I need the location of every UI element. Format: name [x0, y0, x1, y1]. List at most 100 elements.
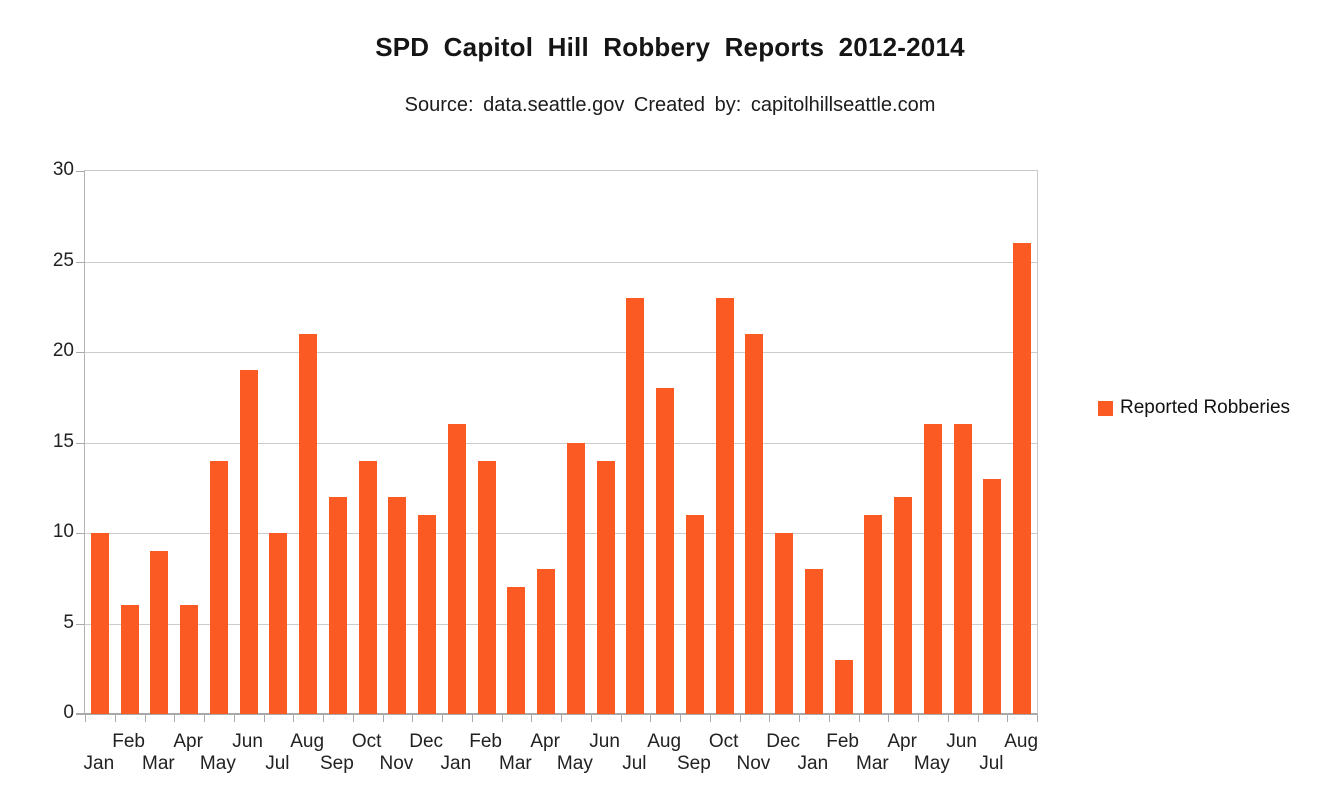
x-axis-tick: [947, 714, 949, 722]
bar: [507, 587, 526, 714]
bar: [715, 297, 734, 714]
y-axis-label: 25: [52, 249, 74, 271]
x-axis-tick: [114, 714, 116, 722]
bar: [923, 424, 942, 714]
bar: [180, 605, 199, 714]
y-axis-tick: [76, 171, 84, 172]
bar: [150, 551, 169, 714]
x-axis-tick: [977, 714, 979, 722]
x-axis-label: Mar: [856, 753, 889, 774]
x-axis-tick: [620, 714, 622, 722]
x-axis-label: Aug: [290, 731, 325, 752]
x-axis-tick: [263, 714, 265, 722]
x-axis-tick: [680, 714, 681, 722]
x-axis-label: May: [913, 753, 950, 774]
x-axis-tick: [85, 714, 86, 722]
x-axis-label: Mar: [142, 753, 175, 774]
bar: [745, 333, 764, 714]
plot-area: [76, 170, 1038, 722]
bar: [804, 569, 823, 714]
bar: [269, 533, 288, 714]
x-axis-label: Jul: [979, 753, 1004, 774]
bar: [596, 460, 615, 714]
bar: [537, 569, 556, 714]
chart-title: SPD Capitol Hill Robbery Reports 2012-20…: [375, 32, 965, 62]
x-axis-label: Sep: [319, 753, 354, 774]
x-axis-tick: [382, 714, 384, 722]
bar: [834, 659, 853, 714]
y-axis-tick: [76, 623, 84, 625]
bar: [447, 424, 466, 714]
x-axis-tick: [769, 714, 771, 722]
gridline: [85, 623, 1037, 625]
x-axis-tick: [204, 714, 205, 722]
gridline: [85, 533, 1037, 534]
x-axis-tick: [828, 714, 830, 722]
x-axis-tick: [174, 714, 176, 722]
x-axis-tick: [858, 714, 860, 722]
x-axis-tick: [144, 714, 146, 722]
bar: [775, 533, 794, 714]
x-axis-tick: [293, 714, 295, 722]
x-axis-label: Dec: [766, 731, 801, 752]
x-axis-label: Jun: [232, 731, 263, 752]
x-axis-label: Jan: [440, 753, 472, 774]
x-axis-label: Apr: [173, 731, 203, 752]
x-axis-label: May: [199, 753, 236, 774]
gridline: [85, 261, 1037, 263]
bar: [90, 533, 109, 714]
x-axis-label: Oct: [351, 731, 382, 752]
legend-swatch-icon: [1098, 400, 1113, 416]
x-axis-label: Apr: [530, 731, 560, 752]
x-axis-label: Jan: [797, 753, 829, 774]
bar: [566, 442, 585, 714]
x-axis-tick: [1037, 714, 1038, 722]
x-axis-label: Sep: [676, 753, 711, 774]
x-axis-label: Mar: [499, 753, 532, 774]
y-axis-label: 20: [52, 340, 74, 361]
bar: [477, 460, 496, 714]
chart-subtitle: Source: data.seattle.gov Created by: cap…: [404, 94, 936, 116]
x-axis-label: Aug: [1004, 731, 1039, 752]
x-axis-label: Jan: [83, 753, 115, 774]
x-axis-tick: [352, 714, 354, 722]
bar: [1013, 243, 1032, 714]
y-axis-tick: [76, 352, 84, 353]
x-axis-label: Jul: [265, 753, 290, 774]
x-axis-label: Aug: [647, 731, 682, 752]
bar: [418, 514, 437, 714]
x-axis-label: Jun: [589, 731, 620, 752]
y-axis-tick: [76, 261, 84, 263]
x-axis-tick: [501, 714, 503, 722]
gridline: [85, 352, 1037, 353]
x-axis-tick: [561, 714, 562, 722]
y-axis-label: 10: [52, 521, 74, 542]
gridline: [85, 442, 1037, 444]
x-axis-tick: [650, 714, 652, 722]
y-axis-label: 0: [63, 702, 74, 723]
x-axis-tick: [1007, 714, 1009, 722]
x-axis-tick: [412, 714, 414, 722]
x-axis-tick: [471, 714, 473, 722]
bar: [656, 388, 675, 714]
bar: [239, 370, 258, 714]
bar: [953, 424, 972, 714]
x-axis-label: May: [556, 753, 593, 774]
y-axis-label: 30: [52, 159, 74, 180]
bar: [328, 496, 347, 714]
bar: [864, 514, 883, 714]
x-axis-tick: [233, 714, 235, 722]
x-axis-label: Jun: [946, 731, 977, 752]
y-axis-label: 5: [63, 611, 74, 633]
x-axis-label: Apr: [887, 731, 917, 752]
x-axis-tick: [888, 714, 890, 722]
bar: [983, 478, 1002, 714]
x-axis-label: Feb: [112, 731, 145, 752]
x-axis-label: Dec: [409, 731, 444, 752]
x-axis-tick: [442, 714, 443, 722]
bar: [894, 496, 913, 714]
bar: [358, 460, 377, 714]
x-axis-label: Jul: [622, 753, 647, 774]
bar: [388, 496, 407, 714]
